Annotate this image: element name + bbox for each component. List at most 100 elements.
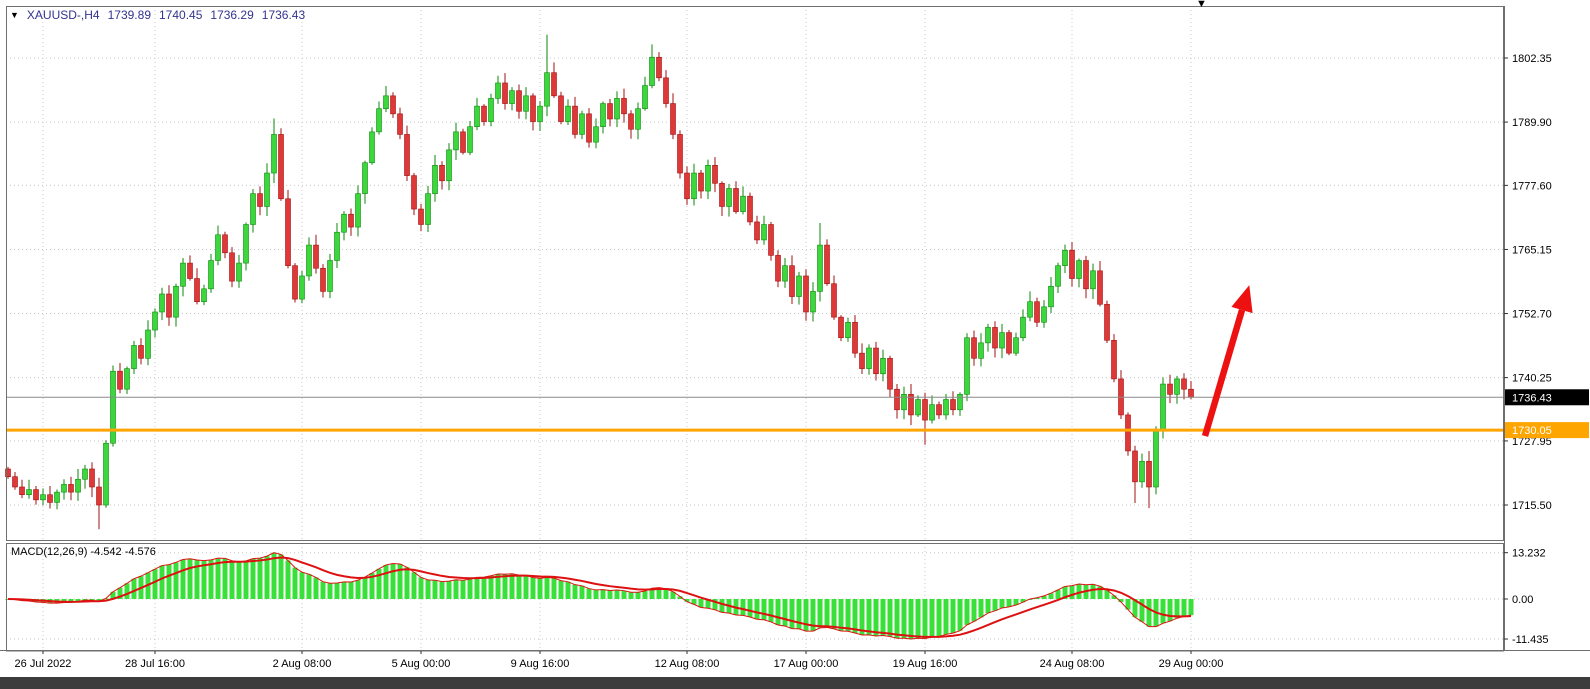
macd-bar — [810, 599, 816, 632]
macd-bar — [180, 559, 186, 599]
candle — [1104, 300, 1110, 344]
macd-bar — [229, 560, 235, 599]
time-tick-label: 9 Aug 16:00 — [511, 658, 570, 670]
macd-bar — [250, 558, 256, 599]
candle — [467, 121, 473, 156]
candle — [131, 340, 137, 375]
candle — [348, 208, 354, 236]
candle — [901, 386, 907, 420]
candle — [768, 221, 774, 261]
macd-bar — [215, 558, 221, 599]
macd-bar — [1118, 599, 1124, 603]
ohlc-high: 1740.45 — [159, 8, 203, 22]
candle — [1020, 309, 1026, 342]
candle — [418, 203, 424, 232]
candle — [838, 315, 844, 342]
candle — [376, 101, 382, 135]
candle — [159, 287, 165, 321]
price-tick-label: 1765.15 — [1512, 244, 1552, 256]
macd-bar — [1048, 593, 1054, 599]
macd-bar — [194, 560, 200, 599]
candle — [341, 211, 347, 241]
macd-bar — [418, 577, 424, 599]
macd-bar — [775, 599, 781, 625]
candle — [187, 255, 193, 281]
candle — [677, 130, 683, 179]
macd-bar — [845, 599, 851, 632]
candle — [152, 308, 158, 338]
candle — [208, 253, 214, 293]
candle — [397, 107, 403, 140]
candle — [761, 215, 767, 245]
candle — [859, 343, 865, 375]
time-axis[interactable]: 26 Jul 2022 28 Jul 16:00 2 Aug 08:00 5 Aug … — [15, 651, 1224, 670]
candle — [278, 128, 284, 201]
candle — [103, 440, 109, 508]
macd-bar — [656, 587, 662, 599]
candle — [621, 88, 627, 123]
candle — [306, 237, 312, 281]
candle — [705, 159, 711, 200]
macd-bar — [593, 589, 599, 599]
macd-bar — [1146, 599, 1152, 627]
candle — [1097, 261, 1103, 307]
macd-bar — [754, 599, 760, 620]
candle — [145, 320, 151, 366]
candle — [285, 190, 291, 269]
candle — [411, 173, 417, 216]
macd-bar — [761, 599, 767, 620]
macd-bar — [908, 599, 914, 640]
macd-bar — [894, 599, 900, 639]
macd-bar — [663, 588, 669, 599]
macd-bar — [390, 563, 396, 599]
macd-bar — [131, 578, 137, 599]
macd-bar — [1167, 599, 1173, 622]
candle — [964, 333, 970, 402]
price-tick-label: 1752.70 — [1512, 309, 1552, 321]
macd-bar — [880, 599, 886, 636]
price-tick-label: 1740.25 — [1512, 373, 1552, 385]
macd-bar — [719, 599, 725, 613]
candle — [880, 349, 886, 382]
candle — [656, 52, 662, 82]
time-tick-label: 26 Jul 2022 — [15, 658, 72, 670]
macd-bar — [355, 580, 361, 599]
macd-bar — [481, 577, 487, 599]
bar-shift-marker-icon[interactable]: ▼ — [1196, 0, 1207, 10]
macd-bar — [110, 591, 116, 599]
macd-bar — [1090, 584, 1096, 599]
candle — [390, 92, 396, 118]
macd-bar — [1132, 599, 1138, 618]
macd-bar — [1104, 590, 1110, 599]
candle — [1090, 263, 1096, 299]
candle — [1181, 373, 1187, 400]
price-tick-label: 1777.60 — [1512, 180, 1552, 192]
macd-tick-label: 0.00 — [1512, 594, 1533, 606]
macd-bar — [236, 561, 242, 599]
macd-bar — [950, 599, 956, 634]
candle — [89, 462, 95, 498]
macd-bar — [999, 599, 1005, 608]
candle — [1111, 334, 1117, 383]
time-tick-label: 28 Jul 16:00 — [125, 658, 185, 670]
macd-bar — [495, 573, 501, 599]
candle — [1174, 375, 1180, 404]
macd-bar — [516, 575, 522, 599]
macd-bar — [537, 578, 543, 599]
time-tick-label: 17 Aug 00:00 — [774, 658, 839, 670]
candle — [971, 330, 977, 366]
price-axis[interactable]: 1802.35 1789.90 1777.60 1765.15 1752.70 1740.… — [1504, 53, 1589, 646]
candle — [922, 392, 928, 445]
candle — [537, 100, 543, 132]
candle — [1139, 453, 1145, 488]
candle — [1132, 445, 1138, 503]
arrow-object[interactable] — [1201, 285, 1253, 437]
candle — [894, 384, 900, 419]
macd-bar — [341, 581, 347, 599]
candle — [628, 110, 634, 139]
macd-bar — [957, 599, 963, 631]
macd-bar — [509, 573, 515, 599]
candle — [523, 87, 529, 120]
